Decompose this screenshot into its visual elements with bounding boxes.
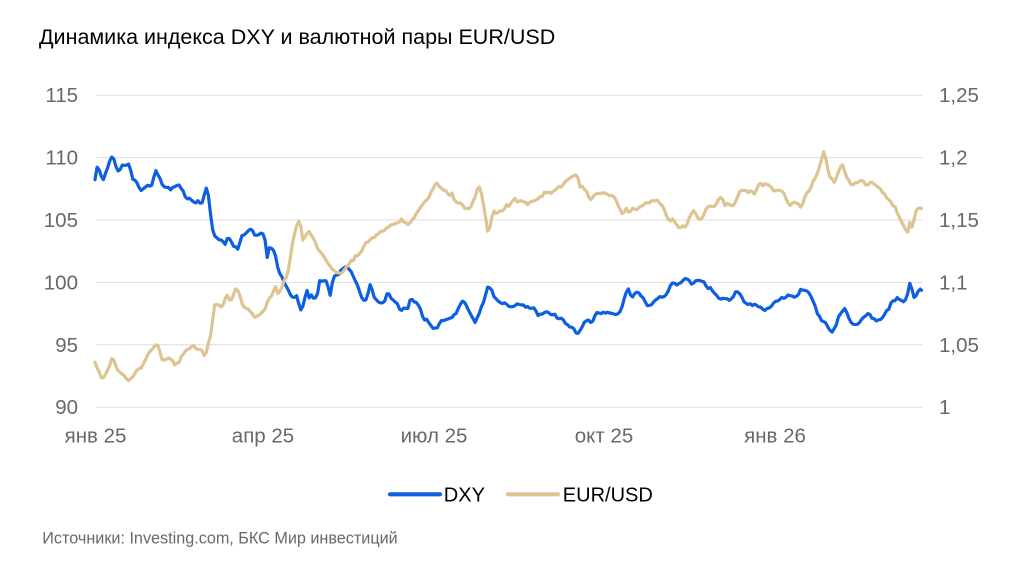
svg-text:Источники: Investing.com, БКС: Источники: Investing.com, БКС Мир инвест… — [42, 529, 397, 547]
svg-text:115: 115 — [45, 84, 78, 107]
svg-text:100: 100 — [44, 271, 78, 294]
svg-text:Динамика индекса DXY и валютно: Динамика индекса DXY и валютной пары EUR… — [39, 25, 555, 49]
svg-text:1,2: 1,2 — [939, 147, 968, 170]
svg-text:июл 25: июл 25 — [401, 424, 468, 447]
svg-text:1,15: 1,15 — [939, 209, 979, 232]
svg-text:1,25: 1,25 — [939, 84, 979, 107]
svg-text:110: 110 — [45, 147, 78, 170]
svg-text:1: 1 — [939, 396, 950, 419]
svg-text:янв 26: янв 26 — [744, 424, 806, 447]
svg-text:95: 95 — [55, 334, 78, 357]
svg-text:EUR/USD: EUR/USD — [563, 485, 653, 507]
svg-text:1,05: 1,05 — [939, 334, 979, 357]
svg-text:янв 25: янв 25 — [65, 424, 127, 447]
svg-text:DXY: DXY — [444, 485, 485, 507]
svg-text:105: 105 — [44, 209, 78, 232]
svg-text:90: 90 — [55, 396, 78, 419]
svg-text:апр 25: апр 25 — [232, 424, 294, 447]
svg-text:окт 25: окт 25 — [575, 424, 634, 447]
svg-text:1,1: 1,1 — [939, 271, 968, 294]
